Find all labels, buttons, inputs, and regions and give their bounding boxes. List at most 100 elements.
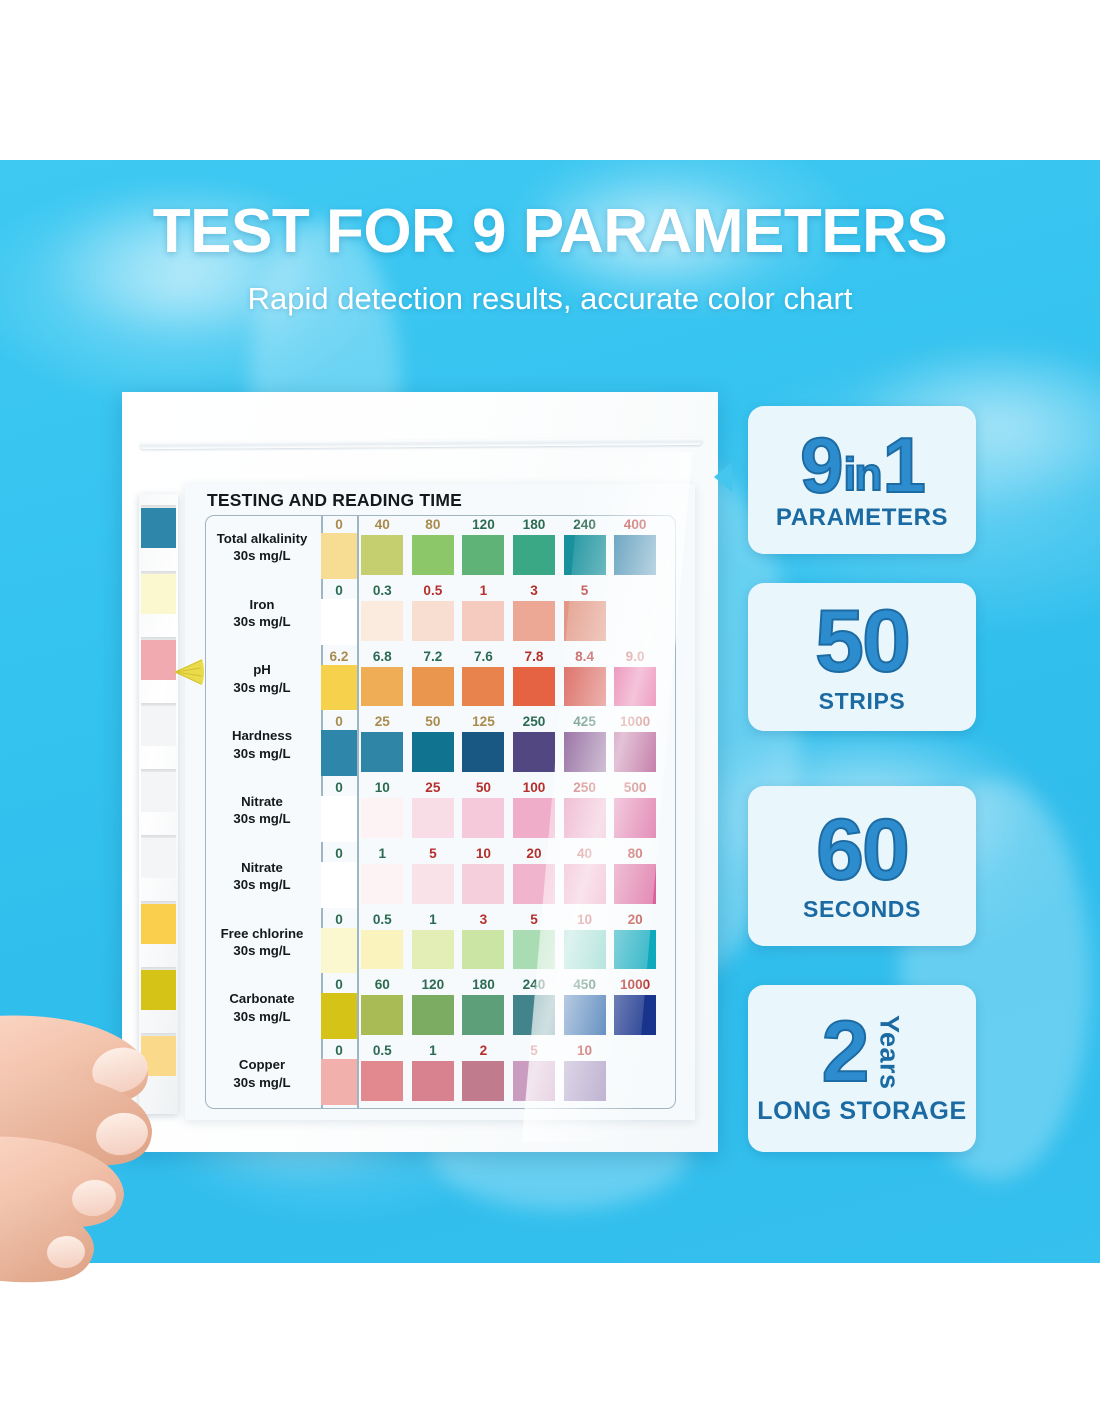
feature-badge: 60 SECONDS	[748, 786, 976, 946]
tick-label: 3	[530, 582, 538, 598]
tick-label: 8.4	[575, 648, 595, 664]
swatch	[361, 732, 404, 773]
tick-label: 60	[374, 977, 390, 993]
tick-label: 425	[573, 714, 596, 730]
tick-label: 400	[623, 517, 647, 532]
strip-pad	[141, 772, 176, 812]
row-parameter-name: Copper	[238, 1057, 286, 1073]
row-tick-labels: 0 1 5 10 20 40 80	[321, 845, 675, 862]
row-swatches	[321, 993, 675, 1042]
tick-label: 2	[479, 1043, 488, 1059]
swatch	[411, 732, 454, 773]
swatch	[411, 535, 454, 575]
tick-label-zero: 0	[335, 911, 343, 927]
row-parameter-name: Hardness	[231, 728, 293, 744]
row-read-time: 30s mg/L	[233, 811, 291, 827]
row-swatches	[321, 533, 675, 582]
strip-pad-separator	[141, 967, 176, 971]
row-tick-labels: 0 25 50 125 250 425 1000	[321, 713, 675, 730]
swatch	[513, 863, 555, 904]
strip-pad-separator	[141, 769, 176, 773]
tick-label: 80	[425, 517, 441, 532]
swatch	[462, 1061, 505, 1101]
tick-label: 0.5	[423, 582, 443, 598]
package-seal-line	[139, 437, 703, 450]
row-label: pH 30s mg/L	[206, 661, 318, 696]
tick-label: 1	[378, 845, 387, 861]
strip-pad	[141, 640, 176, 680]
row-swatches	[321, 598, 675, 648]
swatch	[614, 732, 657, 773]
row-parameter-name: Nitrate	[241, 793, 283, 809]
swatch	[462, 929, 505, 970]
chart-row: pH 30s mg/L 6.2 6.8 7.2 7.6 7.8 8.4 9.0	[206, 648, 675, 714]
row-read-time: 30s mg/L	[233, 1074, 291, 1090]
tick-label: 500	[623, 780, 647, 796]
row-tick-labels: 0 60 120 180 240 450 1000	[321, 976, 675, 993]
swatch	[361, 929, 404, 970]
swatch	[462, 995, 505, 1036]
row-read-time: 30s mg/L	[233, 679, 291, 695]
swatch	[462, 535, 505, 575]
tick-label: 240	[522, 977, 546, 993]
product-package: TESTING AND READING TIME Total alkalinit…	[122, 392, 732, 1152]
strip-pad-separator	[141, 835, 176, 839]
row-tick-labels: 0 0.5 1 3 5 10 20	[321, 911, 675, 928]
chart-row: Free chlorine 30s mg/L 0 0.5 1 3 5 10 20	[206, 911, 675, 977]
tick-label: 9.0	[625, 648, 645, 664]
tick-label: 3	[479, 911, 488, 927]
row-swatches	[321, 927, 675, 977]
swatch	[513, 798, 555, 838]
badge-middle-word: in	[843, 448, 884, 501]
badge-label: PARAMETERS	[775, 504, 949, 532]
row-read-time: 30s mg/L	[233, 1008, 291, 1024]
strip-pad-separator	[141, 571, 176, 575]
tick-label: 100	[522, 780, 546, 796]
tick-label: 0.5	[372, 1043, 392, 1059]
tick-label: 0.3	[372, 582, 392, 598]
tick-label: 1000	[620, 977, 651, 993]
swatch-zero	[321, 1059, 357, 1105]
chart-row: Iron 30s mg/L 0 0.3 0.5 1 3 5	[206, 582, 675, 648]
swatch-zero	[321, 861, 357, 908]
row-tick-labels: 6.2 6.8 7.2 7.6 7.8 8.4 9.0	[321, 648, 675, 665]
row-tick-labels: 0 40 80 120 180 240 400	[321, 516, 675, 533]
row-read-time: 30s mg/L	[233, 877, 291, 893]
chart-row: Nitrate 30s mg/L 0 10 25 50 100 250 500	[206, 779, 675, 845]
tick-label-zero: 0	[335, 845, 343, 861]
swatch	[361, 1061, 404, 1101]
strip-pad	[141, 904, 176, 944]
tick-label: 1	[429, 911, 437, 927]
tick-label: 250	[573, 780, 596, 796]
tick-label: 250	[522, 714, 546, 730]
tick-label: 10	[577, 911, 593, 927]
color-chart-grid: Total alkalinity 30s mg/L 0 40 80 120 180 240 40…	[205, 515, 676, 1109]
row-parameter-name: Total alkalinity	[216, 530, 308, 546]
swatch	[411, 600, 454, 641]
swatch	[563, 929, 606, 970]
swatch	[563, 1061, 606, 1101]
hand-holding-strip	[0, 1015, 152, 1283]
badge-number: 60	[815, 802, 911, 899]
row-parameter-name: Nitrate	[241, 859, 283, 875]
tick-label: 25	[374, 714, 390, 730]
page-title: TEST FOR 9 PARAMETERS	[152, 197, 948, 266]
swatch	[614, 995, 657, 1036]
swatch-zero	[321, 598, 357, 645]
tick-label: 80	[627, 845, 643, 861]
swatch	[563, 732, 606, 773]
chart-row: Copper 30s mg/L 0 0.5 1 2 5 10	[206, 1042, 675, 1108]
tick-label-zero: 0	[335, 977, 343, 993]
swatch	[614, 666, 657, 707]
tick-label: 125	[472, 714, 495, 730]
tick-label-zero: 0	[335, 780, 343, 796]
tick-label-zero: 6.2	[329, 648, 349, 664]
swatch	[614, 929, 657, 970]
tick-label: 120	[472, 517, 495, 532]
swatch	[513, 535, 555, 575]
tick-label: 240	[573, 517, 596, 532]
strip-pad	[141, 706, 176, 746]
row-swatches	[321, 730, 675, 779]
chart-row: Total alkalinity 30s mg/L 0 40 80 120 180 240 40…	[206, 516, 675, 582]
tick-label-zero: 0	[335, 517, 343, 532]
